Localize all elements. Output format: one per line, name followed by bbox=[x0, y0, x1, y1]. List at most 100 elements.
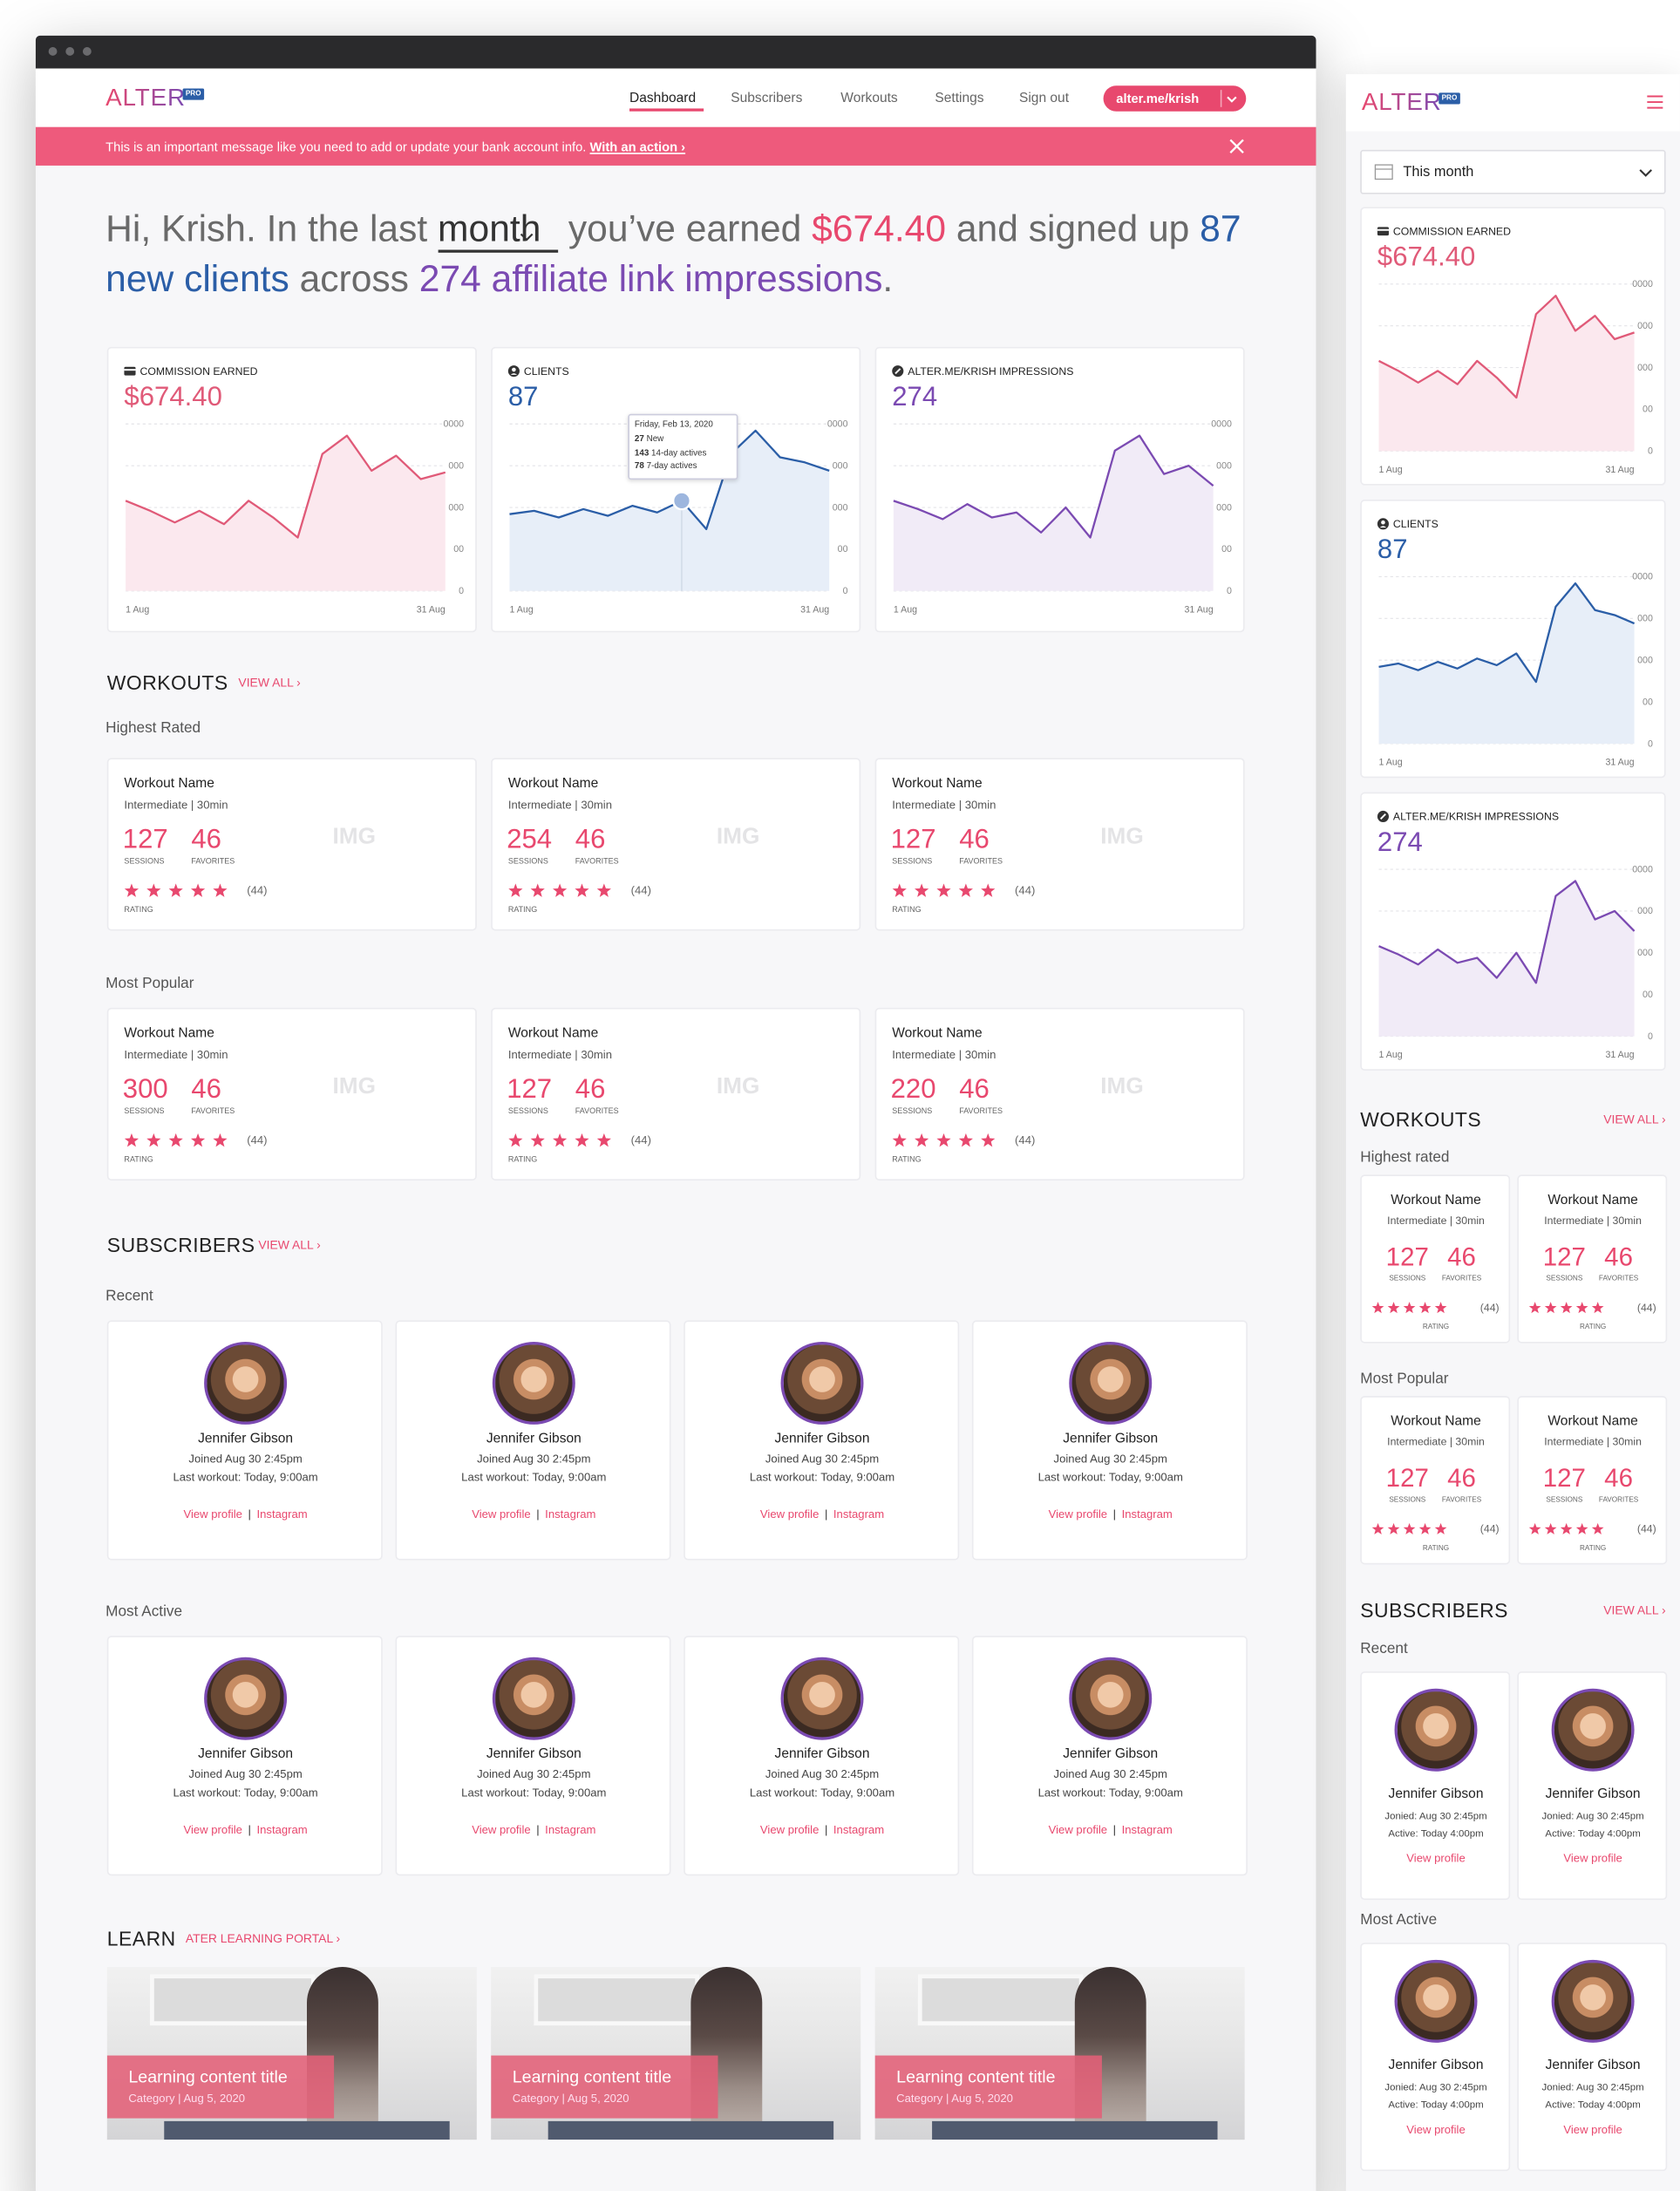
area bbox=[1378, 296, 1635, 452]
workout-name: Workout Name bbox=[892, 1025, 983, 1042]
subscriber-joined: Jonied: Aug 30 2:45pm bbox=[1384, 1812, 1487, 1822]
instagram-link[interactable]: Instagram bbox=[1121, 1507, 1173, 1521]
section-link[interactable]: ATER LEARNING PORTAL › bbox=[185, 1931, 341, 1946]
workout-card[interactable]: Workout Name Intermediate | 30min 127 46 SES… bbox=[1360, 1396, 1511, 1565]
logo[interactable]: ALTER bbox=[105, 84, 186, 112]
y-tick-label: 000 bbox=[1637, 363, 1653, 373]
sessions-count: 127 bbox=[1542, 1463, 1586, 1493]
menu-button[interactable] bbox=[1647, 95, 1663, 109]
view-profile-link[interactable]: View profile bbox=[1406, 1852, 1466, 1866]
rating-stars bbox=[1528, 1301, 1604, 1313]
chart-card: CLIENTS 87 0 00 000 000 0000 1 Aug 31 Aug bbox=[1360, 500, 1666, 779]
workout-card[interactable]: Workout Name Intermediate | 30min 300 46 SES… bbox=[106, 1007, 477, 1181]
learning-meta: Category | Aug 5, 2020 bbox=[512, 2092, 629, 2106]
x-tick-label: 1 Aug bbox=[509, 604, 533, 615]
instagram-link[interactable]: Instagram bbox=[256, 1507, 308, 1521]
subscriber-card: Jennifer Gibson Joined Aug 30 2:45pm Last … bbox=[684, 1320, 960, 1561]
y-tick-label: 00 bbox=[1643, 697, 1653, 707]
instagram-link[interactable]: Instagram bbox=[833, 1823, 885, 1837]
view-profile-link[interactable]: View profile bbox=[1406, 2123, 1466, 2137]
instagram-link[interactable]: Instagram bbox=[545, 1507, 596, 1521]
view-profile-link[interactable]: View profile bbox=[759, 1507, 820, 1521]
nav-link[interactable]: Sign out bbox=[1018, 90, 1070, 106]
rating-stars bbox=[892, 1133, 996, 1147]
workout-card[interactable]: Workout Name Intermediate | 30min 127 46 SES… bbox=[1517, 1174, 1668, 1344]
image-placeholder: IMG bbox=[332, 1074, 376, 1099]
section-subtitle: Most Active bbox=[105, 1602, 183, 1621]
chart-total: 87 bbox=[507, 382, 539, 413]
learning-card[interactable]: Learning content title Category | Aug 5, … bbox=[874, 1967, 1245, 2140]
view-profile-link[interactable]: View profile bbox=[1563, 2123, 1622, 2137]
workout-card[interactable]: Workout Name Intermediate | 30min 220 46 SES… bbox=[874, 1007, 1245, 1181]
workout-level: Intermediate | 30min bbox=[892, 1048, 996, 1062]
view-profile-link[interactable]: View profile bbox=[183, 1823, 242, 1837]
star bbox=[146, 883, 161, 897]
line bbox=[1378, 582, 1636, 684]
subscriber-joined: Joined Aug 30 2:45pm bbox=[477, 1767, 591, 1781]
view-profile-link[interactable]: View profile bbox=[1563, 1852, 1622, 1866]
logo[interactable]: ALTER bbox=[1361, 88, 1442, 116]
workout-card[interactable]: Workout Name Intermediate | 30min 127 46 SES… bbox=[491, 1007, 861, 1181]
rating-stars bbox=[124, 883, 228, 897]
y-tick-label: 000 bbox=[1637, 655, 1653, 665]
calendar-icon bbox=[1374, 164, 1393, 180]
workout-card[interactable]: Workout Name Intermediate | 30min 127 46 SES… bbox=[1360, 1174, 1511, 1344]
profile-button[interactable]: alter.me/krish bbox=[1103, 85, 1247, 112]
learning-card[interactable]: Learning content title Category | Aug 5, … bbox=[491, 1967, 861, 2140]
review-count: (44) bbox=[1479, 1301, 1500, 1315]
favorites-label: FAVORITES bbox=[575, 857, 619, 867]
workout-name: Workout Name bbox=[507, 775, 599, 792]
view-profile-link[interactable]: View profile bbox=[472, 1823, 531, 1837]
section-link[interactable]: VIEW ALL › bbox=[258, 1237, 321, 1252]
nav-link[interactable]: Subscribers bbox=[731, 90, 803, 106]
sessions-label: SESSIONS bbox=[507, 1107, 548, 1117]
chart-card: CLIENTS 87 0 00 000 000 0000 1 Aug 31 Aug Friday,… bbox=[491, 346, 861, 633]
instagram-link[interactable]: Instagram bbox=[256, 1823, 308, 1837]
view-profile-link[interactable]: View profile bbox=[1048, 1507, 1108, 1521]
section-link[interactable]: VIEW ALL › bbox=[238, 675, 301, 690]
star bbox=[936, 883, 951, 897]
y-tick-label: 0000 bbox=[827, 419, 848, 430]
subscriber-active: Active: Today 4:00pm bbox=[1545, 1829, 1641, 1840]
workout-card[interactable]: Workout Name Intermediate | 30min 127 46 SES… bbox=[874, 758, 1245, 931]
sessions-label: SESSIONS bbox=[1389, 1495, 1426, 1505]
review-count: (44) bbox=[1636, 1301, 1656, 1315]
subscriber-name: Jennifer Gibson bbox=[198, 1746, 294, 1763]
nav-link[interactable]: Settings bbox=[935, 90, 984, 106]
section-link[interactable]: VIEW ALL › bbox=[1603, 1602, 1666, 1617]
period-select[interactable]: This month bbox=[1360, 149, 1666, 194]
link-separator: | bbox=[536, 1823, 540, 1837]
star bbox=[596, 1133, 611, 1147]
banner-action[interactable]: With an action › bbox=[589, 139, 686, 154]
y-tick-label: 00 bbox=[1643, 405, 1653, 415]
close-banner[interactable] bbox=[1229, 139, 1244, 153]
instagram-link[interactable]: Instagram bbox=[833, 1507, 885, 1521]
period-dropdown[interactable]: month bbox=[438, 207, 559, 253]
view-profile-link[interactable]: View profile bbox=[183, 1507, 242, 1521]
tooltip-label: 14-day actives bbox=[651, 448, 707, 458]
headline-part: . bbox=[882, 256, 894, 300]
chart-icon bbox=[124, 366, 136, 376]
subscriber-last-workout: Last workout: Today, 9:00am bbox=[461, 1786, 607, 1800]
x-tick-label: 1 Aug bbox=[1379, 465, 1403, 475]
workout-card[interactable]: Workout Name Intermediate | 30min 254 46 SES… bbox=[491, 758, 861, 931]
subscriber-active: Active: Today 4:00pm bbox=[1388, 2100, 1484, 2111]
avatar bbox=[1394, 1959, 1478, 2043]
view-profile-link[interactable]: View profile bbox=[472, 1507, 531, 1521]
workout-card[interactable]: Workout Name Intermediate | 30min 127 46 SES… bbox=[1517, 1396, 1668, 1565]
rating-label: RATING bbox=[1579, 1323, 1607, 1332]
section-link[interactable]: VIEW ALL › bbox=[1603, 1112, 1666, 1126]
learning-card[interactable]: Learning content title Category | Aug 5, … bbox=[106, 1967, 477, 2140]
subscriber-card: Jennifer Gibson Joined Aug 30 2:45pm Last … bbox=[971, 1320, 1248, 1561]
workout-level: Intermediate | 30min bbox=[892, 799, 996, 812]
nav-link[interactable]: Workouts bbox=[840, 90, 898, 106]
x-tick-label: 1 Aug bbox=[1379, 1050, 1403, 1060]
sessions-label: SESSIONS bbox=[1546, 1495, 1583, 1505]
chart-total: 274 bbox=[1377, 827, 1423, 858]
instagram-link[interactable]: Instagram bbox=[545, 1823, 596, 1837]
workout-card[interactable]: Workout Name Intermediate | 30min 127 46 SES… bbox=[106, 758, 477, 931]
view-profile-link[interactable]: View profile bbox=[759, 1823, 820, 1837]
instagram-link[interactable]: Instagram bbox=[1121, 1823, 1173, 1837]
view-profile-link[interactable]: View profile bbox=[1048, 1823, 1108, 1837]
nav-link[interactable]: Dashboard bbox=[629, 90, 697, 106]
